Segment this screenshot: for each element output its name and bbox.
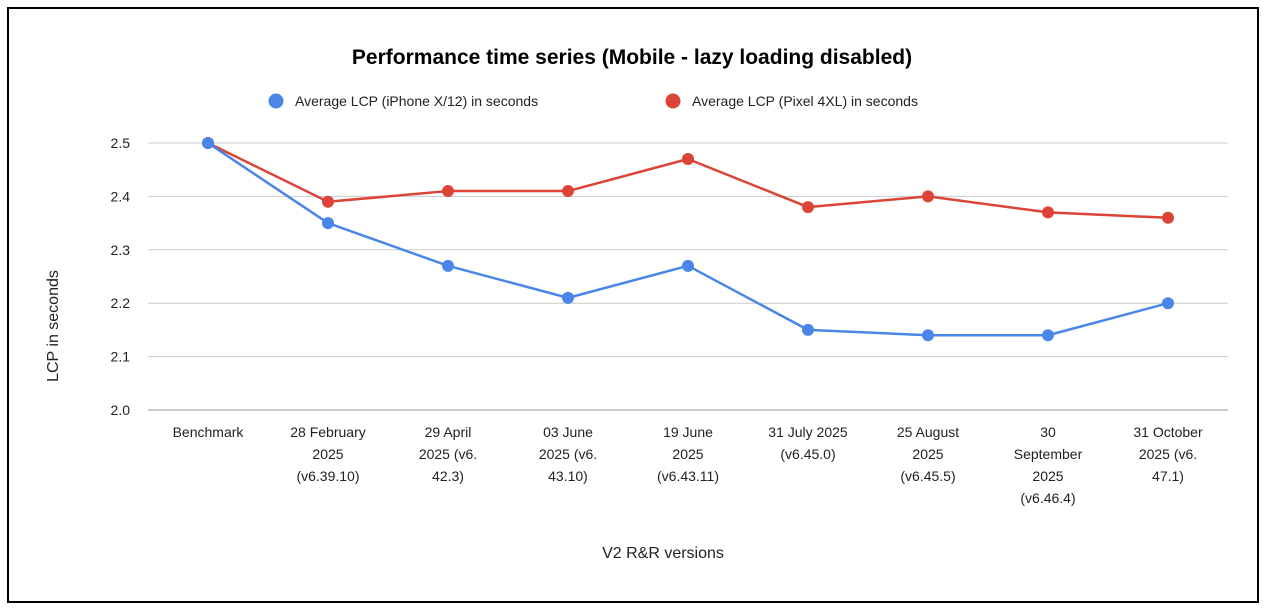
- legend-label: Average LCP (Pixel 4XL) in seconds: [692, 93, 918, 109]
- data-point[interactable]: [1162, 297, 1174, 310]
- legend: Average LCP (iPhone X/12) in seconds Aver…: [268, 93, 918, 109]
- x-tick-label: 29 April 2025 (v6. 42.3): [419, 424, 477, 484]
- data-point[interactable]: [922, 190, 934, 203]
- data-point[interactable]: [442, 259, 454, 272]
- legend-item[interactable]: Average LCP (Pixel 4XL) in seconds: [665, 93, 918, 109]
- y-axis-ticks: 2.0 2.1 2.2 2.3 2.4 2.5: [111, 135, 131, 418]
- x-axis-title: V2 R&R versions: [602, 545, 724, 562]
- legend-marker: [665, 93, 681, 109]
- data-point[interactable]: [682, 153, 694, 166]
- legend-item[interactable]: Average LCP (iPhone X/12) in seconds: [268, 93, 539, 109]
- x-tick-label: 25 August 2025 (v6.45.5): [897, 424, 959, 484]
- x-tick-label: 03 June 2025 (v6. 43.10): [539, 424, 597, 484]
- data-point[interactable]: [442, 185, 454, 198]
- y-tick-label: 2.4: [111, 188, 131, 204]
- series-pixel: [202, 137, 1174, 224]
- data-point[interactable]: [1162, 211, 1174, 224]
- legend-marker: [268, 93, 284, 109]
- data-point[interactable]: [1042, 206, 1054, 219]
- data-point[interactable]: [802, 201, 814, 214]
- x-tick-label: 31 October 2025 (v6. 47.1): [1133, 424, 1203, 484]
- chart-frame: [7, 7, 1259, 603]
- legend-label: Average LCP (iPhone X/12) in seconds: [295, 93, 538, 109]
- series-iphone: [202, 137, 1174, 342]
- y-tick-label: 2.3: [111, 242, 131, 258]
- data-point[interactable]: [562, 291, 574, 304]
- y-tick-label: 2.5: [111, 135, 131, 151]
- data-point[interactable]: [1042, 329, 1054, 342]
- x-tick-label: 19 June 2025 (v6.43.11): [657, 424, 719, 484]
- series-line: [207, 141, 1169, 337]
- x-tick-label: 30 September 2025 (v6.46.4): [1014, 424, 1083, 506]
- y-tick-label: 2.1: [111, 349, 131, 365]
- x-axis-ticks: Benchmark 28 February 2025 (v6.39.10) 29 Apr…: [173, 424, 1203, 506]
- gridlines: [148, 142, 1228, 411]
- data-point[interactable]: [802, 323, 814, 336]
- y-tick-label: 2.0: [111, 402, 131, 418]
- y-tick-label: 2.2: [111, 295, 131, 311]
- data-point[interactable]: [322, 195, 334, 208]
- data-point[interactable]: [202, 137, 214, 149]
- x-tick-label: 28 February 2025 (v6.39.10): [290, 424, 365, 484]
- data-point[interactable]: [922, 329, 934, 342]
- data-point[interactable]: [682, 259, 694, 272]
- y-axis-title: LCP in seconds: [45, 270, 62, 382]
- x-tick-label: Benchmark: [173, 424, 245, 440]
- series-group: [202, 137, 1174, 342]
- x-tick-label: 31 July 2025 (v6.45.0): [768, 424, 848, 462]
- chart-title: Performance time series (Mobile - lazy l…: [352, 46, 912, 69]
- data-point[interactable]: [562, 185, 574, 198]
- data-point[interactable]: [322, 217, 334, 230]
